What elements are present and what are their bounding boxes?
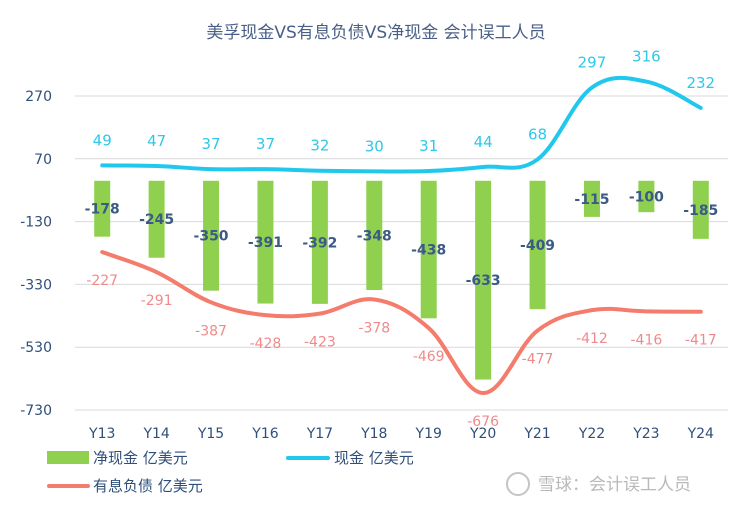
y-axis: 270 70 -130 -330 -530 -730 bbox=[20, 89, 52, 419]
watermark: 雪球：会计误工人员 bbox=[506, 472, 691, 496]
y-tick-label: -130 bbox=[20, 215, 52, 231]
x-tick-label: Y13 bbox=[88, 426, 115, 442]
net-cash-bar bbox=[203, 180, 220, 291]
net-cash-bar bbox=[311, 180, 328, 304]
net-cash-bar bbox=[638, 180, 655, 213]
x-tick-label: Y19 bbox=[415, 426, 442, 442]
x-tick-label: Y23 bbox=[632, 426, 659, 442]
net-cash-label: -100 bbox=[629, 189, 664, 205]
net-cash-label: -391 bbox=[248, 235, 283, 251]
legend-swatch-net-cash bbox=[47, 451, 89, 464]
data-labels: -178 -245 -350 -391 -392 -348 -438 -633 -409 -115… bbox=[85, 48, 719, 430]
cash-label: 47 bbox=[147, 132, 166, 150]
legend-label-debt: 有息负债 亿美元 bbox=[93, 477, 203, 495]
cash-label: 37 bbox=[201, 135, 220, 153]
debt-label: -378 bbox=[358, 320, 390, 336]
net-cash-label: -438 bbox=[411, 243, 446, 259]
snowball-logo-icon bbox=[506, 472, 530, 496]
net-cash-bar bbox=[257, 180, 274, 304]
debt-label: -477 bbox=[522, 352, 554, 368]
x-tick-label: Y24 bbox=[687, 426, 714, 442]
debt-label: -469 bbox=[413, 349, 445, 365]
x-tick-label: Y15 bbox=[197, 426, 224, 442]
cash-line bbox=[100, 75, 703, 174]
cash-label: 37 bbox=[256, 135, 275, 153]
x-tick-label: Y16 bbox=[251, 426, 278, 442]
y-tick-label: -330 bbox=[20, 277, 52, 293]
x-tick-label: Y17 bbox=[306, 426, 333, 442]
net-cash-bars bbox=[94, 180, 709, 380]
y-tick-label: 270 bbox=[25, 89, 52, 105]
net-cash-label: -185 bbox=[683, 203, 718, 219]
cash-label: 32 bbox=[310, 137, 329, 155]
net-cash-label: -178 bbox=[85, 202, 120, 218]
debt-label: -291 bbox=[141, 293, 173, 309]
chart-title: 美孚现金VS有息负债VS净现金 会计误工人员 bbox=[206, 23, 545, 43]
x-tick-label: Y21 bbox=[523, 426, 550, 442]
cash-label: 49 bbox=[93, 131, 112, 149]
x-tick-label: Y18 bbox=[360, 426, 387, 442]
debt-line bbox=[100, 250, 703, 396]
x-tick-label: Y20 bbox=[469, 426, 496, 442]
cash-label: 30 bbox=[365, 137, 384, 155]
net-cash-label: -115 bbox=[574, 192, 609, 208]
x-tick-label: Y22 bbox=[578, 426, 605, 442]
cash-label: 31 bbox=[419, 137, 438, 155]
net-cash-bar bbox=[529, 180, 546, 310]
net-cash-label: -392 bbox=[302, 235, 337, 251]
cash-label: 316 bbox=[632, 48, 661, 66]
cash-label: 44 bbox=[474, 133, 493, 151]
net-cash-label: -350 bbox=[194, 229, 229, 245]
y-tick-label: 70 bbox=[34, 152, 52, 168]
net-cash-bar bbox=[148, 180, 165, 258]
cash-label: 232 bbox=[686, 74, 715, 92]
net-cash-label: -633 bbox=[466, 273, 501, 289]
net-cash-bar bbox=[94, 180, 111, 237]
y-tick-label: -530 bbox=[20, 340, 52, 356]
grid-lines bbox=[75, 95, 728, 411]
debt-label: -676 bbox=[467, 414, 499, 430]
net-cash-bar bbox=[692, 180, 709, 239]
series-lines bbox=[100, 75, 703, 396]
x-tick-label: Y14 bbox=[142, 426, 169, 442]
net-cash-label: -409 bbox=[520, 238, 555, 254]
net-cash-label: -348 bbox=[357, 228, 392, 244]
cash-label: 68 bbox=[528, 125, 547, 143]
y-tick-label: -730 bbox=[20, 403, 52, 419]
debt-label: -417 bbox=[685, 333, 717, 349]
debt-label: -416 bbox=[630, 332, 662, 348]
net-cash-bar bbox=[420, 180, 437, 319]
x-axis: Y13 Y14 Y15 Y16 Y17 Y18 Y19 Y20 Y21 Y22 Y23 Y24 bbox=[88, 426, 714, 442]
debt-label: -423 bbox=[304, 335, 336, 351]
cash-label: 297 bbox=[578, 54, 607, 72]
watermark-text: 雪球：会计误工人员 bbox=[538, 475, 691, 495]
net-cash-bar bbox=[475, 180, 492, 380]
debt-label: -227 bbox=[86, 273, 118, 289]
net-cash-label: -245 bbox=[139, 212, 174, 228]
debt-label: -387 bbox=[195, 323, 227, 339]
net-cash-bar bbox=[366, 180, 383, 291]
debt-label: -428 bbox=[250, 336, 282, 352]
net-cash-bar bbox=[583, 180, 600, 217]
legend-label-net-cash: 净现金 亿美元 bbox=[93, 449, 188, 467]
legend-label-cash: 现金 亿美元 bbox=[334, 449, 414, 467]
debt-label: -412 bbox=[576, 331, 608, 347]
